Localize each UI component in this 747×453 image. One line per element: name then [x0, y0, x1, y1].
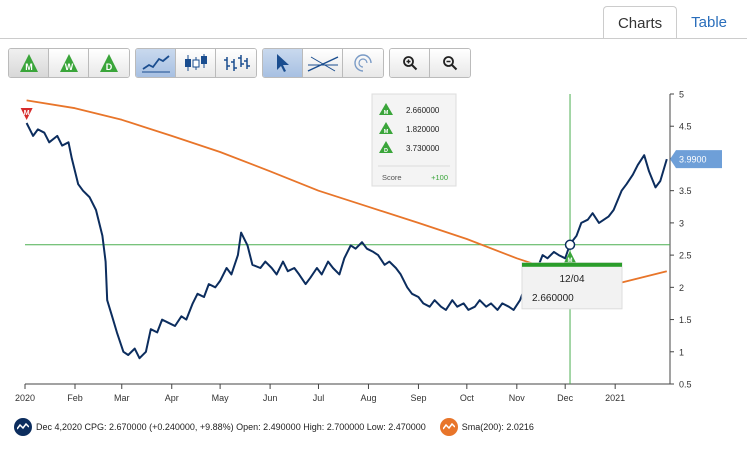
zoom-button-group	[389, 48, 471, 78]
y-tick-label: 0.5	[679, 380, 692, 390]
signal-value: 2.660000	[406, 106, 440, 115]
price-chart[interactable]: 54.543.532.521.510.52020FebMarAprMayJunJ…	[0, 86, 747, 416]
buy-signal-marker	[564, 250, 577, 263]
y-tick-label: 3	[679, 218, 684, 228]
x-tick-label: 2020	[15, 393, 35, 403]
ohlc-bars-icon	[224, 55, 250, 71]
signal-value: 3.730000	[406, 144, 440, 153]
x-tick-label: Oct	[460, 393, 475, 403]
fibonacci-icon	[354, 54, 372, 72]
fibonacci-tool-button[interactable]	[343, 49, 383, 77]
score-value: +100	[431, 173, 448, 182]
signal-icon	[379, 141, 393, 153]
period-button-group: M W D	[8, 48, 130, 78]
crosshair-value-box	[521, 262, 623, 310]
legend-item-sma: Sma(200): 2.0216	[439, 418, 534, 436]
signal-icon	[379, 122, 393, 134]
crosshair-value-box-bar	[522, 262, 622, 267]
zoom-in-button[interactable]	[390, 49, 430, 77]
tab-charts[interactable]: Charts	[602, 6, 678, 39]
signal-icon	[379, 103, 393, 115]
monthly-signal-icon: M	[19, 54, 38, 72]
signal-icon-letter: D	[384, 148, 388, 154]
weekly-signal-icon: W	[59, 54, 78, 72]
chart-legend: Dec 4,2020 CPG: 2.670000 (+0.240000, +9.…	[14, 418, 548, 436]
svg-text:W: W	[64, 62, 73, 72]
zoom-in-icon	[402, 56, 417, 71]
price-chart-svg[interactable]: 54.543.532.521.510.52020FebMarAprMayJunJ…	[0, 86, 747, 416]
chart-toolbar: M W D	[8, 48, 471, 78]
y-tick-label: 4.5	[679, 122, 692, 132]
view-tabs: Charts Table	[602, 6, 741, 39]
signal-value: 1.820000	[406, 125, 440, 134]
y-tick-label: 2.5	[679, 251, 692, 261]
candlestick-chart-button[interactable]	[176, 49, 216, 77]
sma-series-icon	[439, 418, 458, 436]
tools-button-group	[262, 48, 384, 78]
y-tick-label: 1	[679, 347, 684, 357]
line-series-icon	[14, 418, 32, 436]
trendline-icon	[307, 56, 338, 72]
x-tick-label: Feb	[67, 393, 83, 403]
x-tick-label: Aug	[360, 393, 376, 403]
tab-divider	[0, 38, 747, 39]
x-tick-label: Apr	[165, 393, 179, 403]
cursor-arrow-icon	[276, 54, 289, 72]
daily-signal-icon: D	[100, 54, 118, 72]
crosshair-date-label: 12/04	[559, 274, 584, 285]
tab-table[interactable]: Table	[691, 14, 727, 31]
signal-icon-letter: M	[384, 129, 389, 135]
legend-item-cpg: Dec 4,2020 CPG: 2.670000 (+0.240000, +9.…	[14, 418, 426, 436]
zoom-out-icon	[443, 56, 458, 71]
x-tick-label: Nov	[509, 393, 526, 403]
x-tick-label: Dec	[557, 393, 574, 403]
y-tick-label: 2	[679, 283, 684, 293]
x-tick-label: Jul	[313, 393, 325, 403]
chart-type-button-group	[135, 48, 257, 78]
ohlc-chart-button[interactable]	[216, 49, 256, 77]
last-price-badge	[670, 150, 722, 169]
y-tick-label: 1.5	[679, 315, 692, 325]
x-tick-label: Mar	[114, 393, 130, 403]
svg-text:M: M	[25, 62, 33, 72]
candlestick-icon	[184, 54, 207, 71]
x-tick-label: Sep	[410, 393, 426, 403]
svg-text:D: D	[106, 62, 113, 72]
zoom-out-button[interactable]	[430, 49, 470, 77]
monthly-signal-button[interactable]: M	[9, 49, 49, 77]
y-tick-label: 3.5	[679, 186, 692, 196]
sell-signal-label: M	[24, 110, 30, 117]
weekly-signal-button[interactable]: W	[49, 49, 89, 77]
crosshair-value-label: 2.660000	[532, 293, 574, 304]
x-tick-label: Jun	[263, 393, 278, 403]
legend-sma-text: Sma(200): 2.0216	[461, 422, 534, 432]
crosshair-point	[564, 239, 576, 251]
x-tick-label: 2021	[605, 393, 625, 403]
sell-signal-marker	[20, 108, 33, 120]
last-price-label: 3.9900	[679, 155, 707, 165]
line-chart-icon	[141, 55, 170, 73]
legend-cpg-text: Dec 4,2020 CPG: 2.670000 (+0.240000, +9.…	[36, 422, 426, 432]
score-label: Score	[382, 173, 402, 182]
daily-signal-button[interactable]: D	[89, 49, 129, 77]
trendline-tool-button[interactable]	[303, 49, 343, 77]
line-chart-button[interactable]	[136, 49, 176, 77]
buy-signal-label: M	[568, 258, 573, 264]
signal-icon-letter: M	[384, 110, 389, 116]
price-series-line	[25, 122, 668, 360]
y-tick-label: 5	[679, 90, 684, 100]
x-tick-label: May	[212, 393, 230, 403]
pointer-tool-button[interactable]	[263, 49, 303, 77]
